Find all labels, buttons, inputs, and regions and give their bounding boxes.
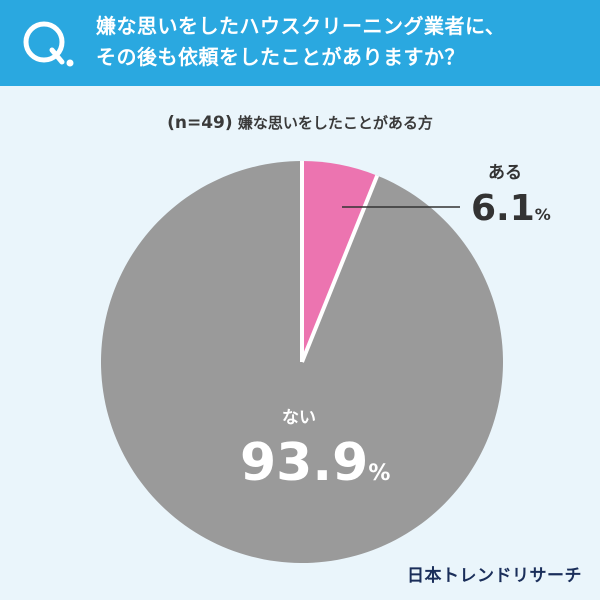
brand-logo: 日本トレンドリサーチ [407,566,582,586]
slice-value-yes-number: 6.1 [471,188,535,229]
slice-value-yes: 6.1% [471,188,551,229]
chart-subtitle: (n=49) 嫌な思いをしたことがある方 [0,112,600,133]
subtitle-text: 嫌な思いをしたことがある方 [237,114,433,132]
slice-label-yes: ある [488,163,522,183]
slice-label-no: ない [282,408,316,428]
question-text: 嫌な思いをしたハウスクリーニング業者に、 その後も依頼をしたことがありますか？ [96,11,591,73]
slice-value-no-number: 93.9 [240,433,369,493]
slice-value-no-percent: % [368,461,391,486]
slice-value-yes-percent: % [534,205,551,224]
slice-value-no: 93.9% [240,433,390,493]
question-line-2: その後も依頼をしたことがありますか？ [96,45,465,69]
sample-size: (n=49) [167,113,233,133]
question-line-1: 嫌な思いをしたハウスクリーニング業者に、 [96,14,506,38]
q-icon [23,21,74,67]
question-header: 嫌な思いをしたハウスクリーニング業者に、 その後も依頼をしたことがありますか？ [0,0,600,86]
